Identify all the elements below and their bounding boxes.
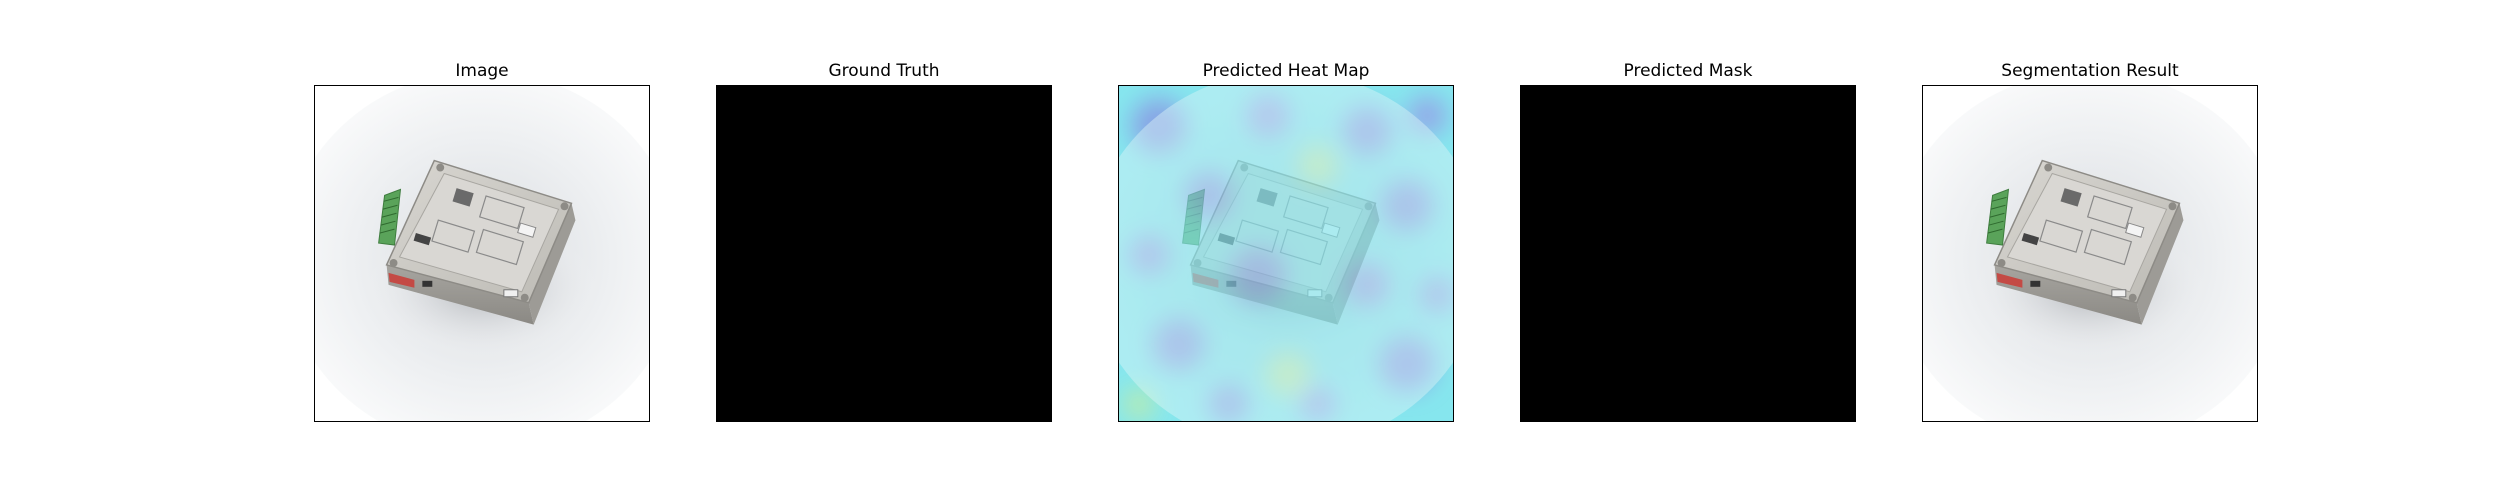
panel-title-segmentation-result: Segmentation Result <box>2001 61 2179 81</box>
image-panel <box>314 85 650 422</box>
ground-truth-mask <box>716 85 1052 422</box>
predicted-mask <box>1520 85 1856 422</box>
panel-title-image: Image <box>455 61 509 81</box>
segmentation-result-image <box>1923 86 2257 421</box>
heat-map-image <box>1119 86 1453 421</box>
panel-title-ground-truth: Ground Truth <box>828 61 940 81</box>
input-image <box>315 86 649 421</box>
panel-title-heat-map: Predicted Heat Map <box>1202 61 1370 81</box>
segmentation-result-panel <box>1922 85 2258 422</box>
heat-map-panel <box>1118 85 1454 422</box>
panel-title-predicted-mask: Predicted Mask <box>1623 61 1753 81</box>
